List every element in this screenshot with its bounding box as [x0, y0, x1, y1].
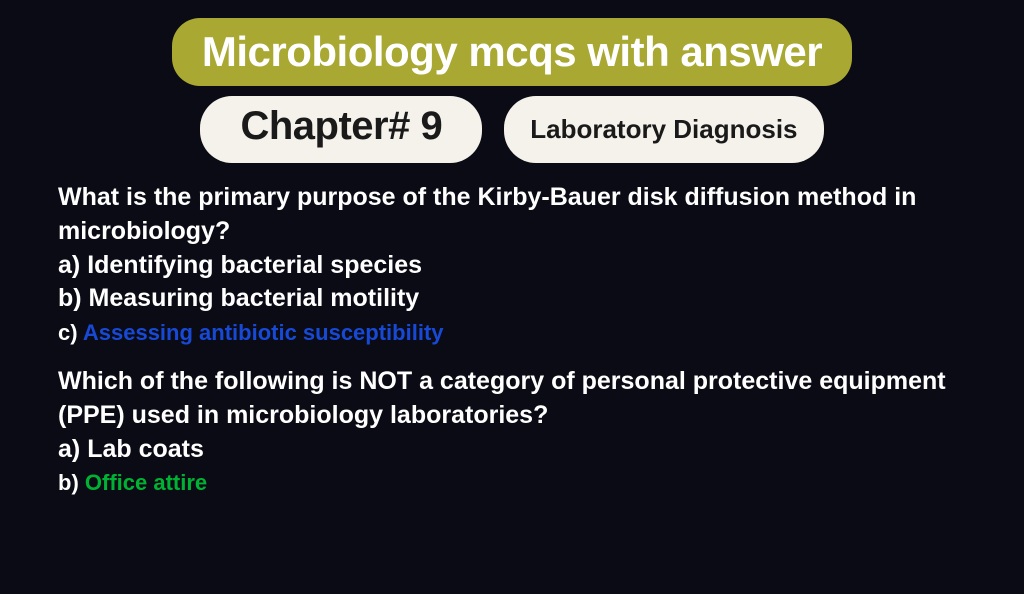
option-text: Office attire [85, 470, 207, 495]
question-text: Which of the following is NOT a category… [58, 365, 966, 433]
topic-pill: Laboratory Diagnosis [504, 96, 823, 163]
content-area: What is the primary purpose of the Kirby… [0, 163, 1024, 499]
option: b) Measuring bacterial motility [58, 282, 966, 316]
option-text: Measuring bacterial motility [89, 284, 420, 312]
option-prefix: a) [58, 435, 87, 463]
option-answer: b) Office attire [58, 466, 966, 499]
question-text: What is the primary purpose of the Kirby… [58, 181, 966, 249]
option: a) Lab coats [58, 433, 966, 467]
option-text: Identifying bacterial species [87, 251, 422, 279]
option-prefix: b) [58, 284, 89, 312]
option-answer: c) Assessing antibiotic susceptibility [58, 316, 966, 349]
question-block-2: Which of the following is NOT a category… [58, 365, 966, 499]
chapter-pill: Chapter# 9 [200, 96, 482, 163]
option-prefix: b) [58, 470, 85, 495]
option-prefix: a) [58, 251, 87, 279]
main-title-pill: Microbiology mcqs with answer [172, 18, 852, 86]
option-text: Assessing antibiotic susceptibility [83, 320, 444, 345]
option-text: Lab coats [87, 435, 204, 463]
question-block-1: What is the primary purpose of the Kirby… [58, 181, 966, 349]
option-prefix: c) [58, 320, 83, 345]
option: a) Identifying bacterial species [58, 249, 966, 283]
